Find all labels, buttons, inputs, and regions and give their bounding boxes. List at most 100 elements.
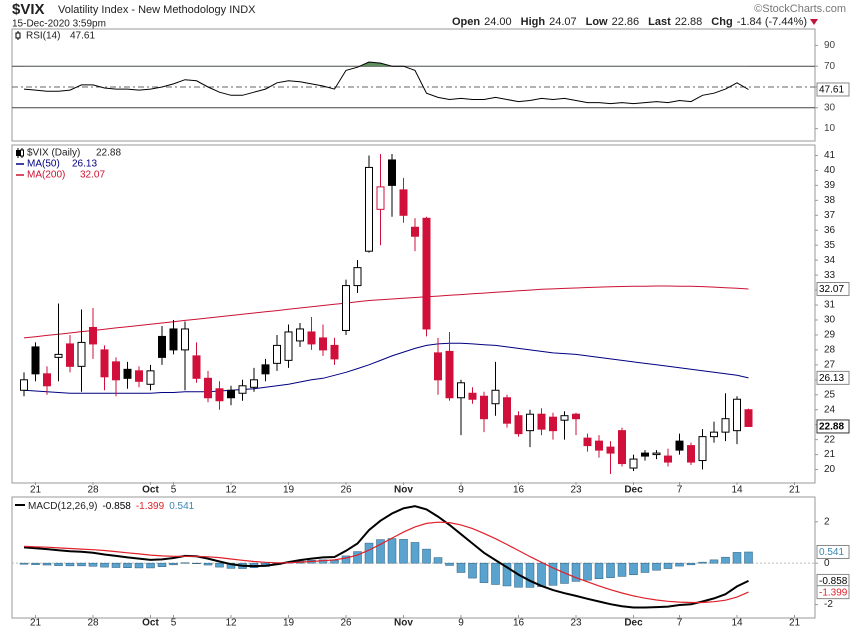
histogram-bar [525,562,535,588]
histogram-bar [548,562,558,586]
y-tick-label: 0 [824,558,830,569]
candle-body [215,388,224,402]
candle-body [273,344,281,364]
candle-body [192,355,201,379]
histogram-bar [387,538,397,564]
y-tick-label: 40 [824,165,836,176]
y-tick-label: 35 [824,240,836,251]
candle-body [710,431,718,438]
y-tick-label: 33 [824,270,836,281]
histogram-bar [721,556,730,564]
legend-name: MA(200) [27,170,65,181]
x-tick-label: 7 [677,485,683,496]
moving-average [23,342,749,394]
candle-body [319,337,327,351]
x-tick-label: 26 [340,485,352,496]
quote-value: 24.00 [484,16,512,28]
histogram-bar [491,562,500,585]
value-box-label: 32.07 [819,284,844,295]
histogram-bar [698,561,707,564]
candle-body [629,458,638,469]
y-tick-label: 27 [824,359,836,370]
histogram-bar [330,560,339,564]
rsi-line [23,61,749,105]
macd-legend: MACD(12,26,9) -0.858 -1.399 0.541 [28,501,195,512]
quote-value: 24.07 [549,16,577,28]
histogram-bar [502,562,512,587]
price-panel [11,144,816,484]
histogram-bar [422,548,431,564]
histogram-bar [215,562,224,568]
x-tick-label: 26 [340,618,352,629]
candle-body [238,385,247,394]
y-tick-label: 41 [824,150,836,161]
legend-name: MACD(12,26,9) [28,501,97,512]
candle-body [100,349,109,378]
candle-body [733,398,741,432]
histogram-bar [203,562,213,566]
x-tick-label: Oct [142,618,159,629]
legend-value: -0.858 [102,501,131,512]
macd-panel [11,496,816,619]
histogram-bar [169,562,178,566]
candle-body [20,379,28,391]
x-tick-label: 21 [30,485,42,496]
y-tick-label: 30 [824,102,836,113]
quote-label: High [521,16,546,28]
histogram-bar [583,562,592,581]
histogram-bar [192,562,201,564]
candle-body [526,413,534,432]
candle-body [307,331,316,345]
x-tick-label: Nov [394,485,413,496]
candle-body [606,446,615,454]
candle-body [399,189,408,216]
value-box-label: 26.13 [819,373,844,384]
x-tick-label: 19 [283,485,295,496]
x-tick-label: Nov [394,618,413,629]
y-tick-label: 24 [824,404,836,415]
y-tick-label: 37 [824,210,836,221]
candle-body [698,436,707,462]
x-tick-label: 21 [789,618,801,629]
value-box-label: 22.88 [819,422,844,433]
y-tick-label: 38 [824,195,836,206]
security-name: Volatility Index - New Methodology INDX [58,4,256,16]
legend-name: RSI(14) [26,31,60,42]
histogram-bar [364,542,374,564]
histogram-bar [617,562,627,577]
histogram-bar [180,562,190,564]
x-tick-label: 23 [570,618,582,629]
histogram-bar [640,562,650,573]
x-tick-label: 12 [225,485,237,496]
candle-body [89,326,97,345]
histogram-bar [709,559,719,564]
histogram-bar [88,562,98,567]
histogram-bar [341,555,351,564]
candle-body [445,350,454,399]
candle-body [376,186,385,210]
y-tick-label: -2 [824,599,833,610]
candle-body [468,392,477,400]
y-tick-label: 31 [824,300,836,311]
candle-body [31,346,40,375]
legend-value: -1.399 [136,501,165,512]
candle-body [652,452,661,456]
y-tick-label: 25 [824,389,836,400]
histogram-bar [376,539,385,564]
symbol: $VIX [12,1,45,18]
histogram-bar [65,562,75,567]
candle-body [422,217,431,330]
histogram-bar [31,562,40,565]
candle-body [687,445,695,463]
quote-label: Low [586,16,608,28]
legend-value: 32.07 [80,170,105,181]
candle-body [77,341,86,367]
candle-body [388,159,396,186]
candle-body [572,413,580,420]
value-box [816,585,850,600]
x-tick-label: 9 [458,618,464,629]
x-tick-label: 5 [171,485,177,496]
candle-body [664,455,672,463]
histogram-bar [410,542,420,564]
candle-body [491,389,500,405]
